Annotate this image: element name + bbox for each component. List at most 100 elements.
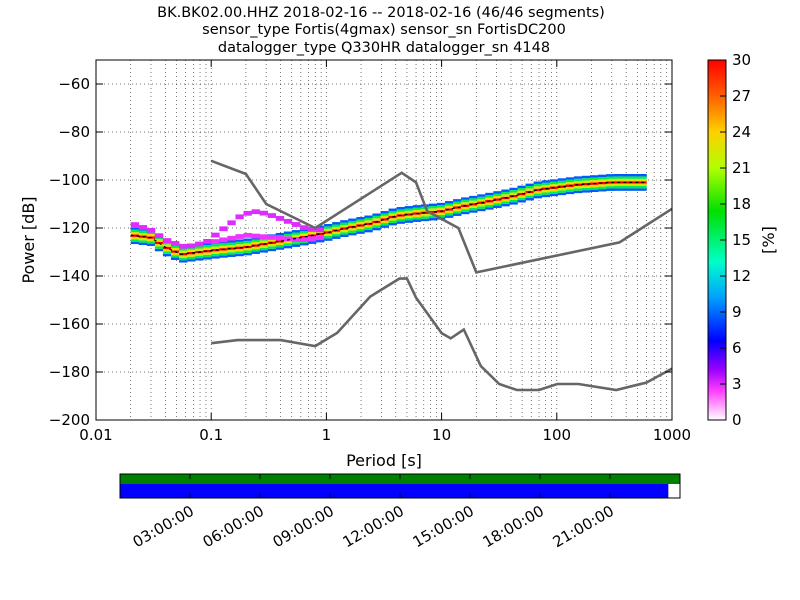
psd-bin bbox=[380, 223, 389, 226]
psd-bin bbox=[590, 175, 599, 178]
psd-bin bbox=[195, 258, 204, 261]
psd-bin bbox=[211, 256, 220, 259]
psd-bin bbox=[573, 176, 583, 179]
psd-bin bbox=[573, 178, 583, 182]
psd-bin bbox=[219, 237, 228, 243]
psd-bin bbox=[493, 203, 502, 206]
psd-bin bbox=[622, 181, 631, 184]
psd-bin bbox=[461, 206, 470, 210]
x-tick-label: 0.01 bbox=[79, 426, 112, 444]
psd-bin bbox=[614, 178, 623, 182]
psd-bin bbox=[622, 183, 631, 186]
psd-bin bbox=[372, 227, 381, 231]
psd-bin bbox=[251, 209, 260, 215]
psd-bin bbox=[259, 250, 268, 253]
psd-bin bbox=[509, 194, 518, 198]
psd-bin bbox=[203, 252, 212, 255]
psd-bin bbox=[267, 246, 277, 249]
psd-bin bbox=[469, 207, 478, 211]
timeline-tick-label: 15:00:00 bbox=[410, 502, 477, 551]
psd-bin bbox=[154, 248, 164, 252]
x-tick-label: 1000 bbox=[653, 426, 691, 444]
psd-bin bbox=[179, 255, 188, 258]
psd-bin bbox=[404, 215, 414, 219]
psd-bin bbox=[581, 182, 591, 186]
psd-bin bbox=[501, 201, 510, 204]
psd-bin bbox=[348, 223, 357, 226]
psd-bin bbox=[525, 186, 534, 189]
psd-bin bbox=[340, 234, 349, 237]
psd-bin bbox=[307, 231, 317, 235]
psd-bin bbox=[283, 243, 293, 246]
psd-bin bbox=[453, 201, 462, 204]
psd-bin bbox=[453, 206, 462, 209]
psd-bin bbox=[211, 239, 220, 244]
y-tick-label: −80 bbox=[58, 123, 90, 141]
colorbar-tick-label: 27 bbox=[732, 87, 751, 105]
psd-bin bbox=[396, 211, 405, 215]
psd-bin bbox=[146, 241, 156, 244]
psd-bin bbox=[581, 187, 591, 191]
psd-bin bbox=[573, 188, 583, 191]
psd-bin bbox=[291, 234, 301, 238]
psd-bin bbox=[453, 203, 462, 207]
psd-bin bbox=[428, 206, 438, 209]
psd-bin bbox=[154, 239, 164, 242]
title-line-3: datalogger_type Q330HR datalogger_sn 414… bbox=[218, 40, 550, 56]
psd-bin bbox=[283, 241, 293, 244]
psd-bin bbox=[404, 220, 414, 223]
psd-bin bbox=[227, 220, 236, 226]
psd-bin bbox=[533, 188, 542, 192]
psd-bin bbox=[638, 176, 647, 179]
psd-bin bbox=[227, 252, 236, 255]
psd-bin bbox=[259, 234, 268, 240]
psd-bin bbox=[477, 208, 486, 212]
psd-bin bbox=[630, 186, 639, 189]
psd-bin bbox=[525, 193, 534, 196]
y-tick-label: −140 bbox=[49, 267, 90, 285]
psd-bin bbox=[299, 243, 309, 246]
psd-heatmap bbox=[130, 174, 647, 263]
psd-bin bbox=[630, 181, 639, 184]
psd-bin bbox=[461, 199, 470, 203]
psd-bin bbox=[630, 183, 639, 186]
psd-bin bbox=[396, 221, 405, 224]
psd-bin bbox=[573, 185, 583, 189]
psd-bin bbox=[380, 213, 389, 216]
psd-bin bbox=[388, 213, 397, 216]
psd-bin bbox=[187, 254, 196, 257]
psd-bin bbox=[509, 190, 518, 193]
psd-bin bbox=[590, 187, 599, 190]
psd-bin bbox=[251, 249, 260, 252]
colorbar: 0 3 6 9 12 15 18 21 24 27 30 [%] bbox=[707, 51, 778, 429]
psd-bin bbox=[412, 205, 422, 208]
psd-bin bbox=[251, 246, 260, 250]
psd-bin bbox=[162, 238, 172, 243]
psd-bin bbox=[638, 183, 647, 186]
psd-bin bbox=[461, 197, 470, 200]
psd-bin bbox=[461, 209, 470, 212]
psd-bin bbox=[541, 180, 551, 183]
psd-bin bbox=[275, 232, 285, 236]
psd-bin bbox=[299, 233, 309, 236]
psd-bin bbox=[428, 218, 438, 221]
psd-bin bbox=[501, 191, 510, 195]
psd-bin bbox=[428, 203, 438, 207]
psd-bin bbox=[138, 233, 148, 236]
psd-bin bbox=[606, 174, 615, 177]
title-line-1: BK.BK02.00.HHZ 2018-02-16 -- 2018-02-16 … bbox=[157, 5, 605, 21]
psd-bin bbox=[195, 246, 204, 249]
psd-bin bbox=[275, 240, 285, 243]
psd-bin bbox=[170, 241, 180, 246]
psd-bin bbox=[267, 239, 277, 242]
psd-bin bbox=[388, 222, 397, 226]
psd-bin bbox=[461, 211, 470, 215]
psd-bin bbox=[130, 229, 140, 233]
psd-bin bbox=[267, 213, 277, 218]
psd-bin bbox=[372, 225, 381, 228]
psd-bin bbox=[227, 235, 236, 241]
psd-bin bbox=[444, 208, 454, 211]
psd-bin bbox=[283, 245, 293, 249]
psd-bin bbox=[549, 193, 559, 197]
psd-bin bbox=[316, 235, 325, 241]
